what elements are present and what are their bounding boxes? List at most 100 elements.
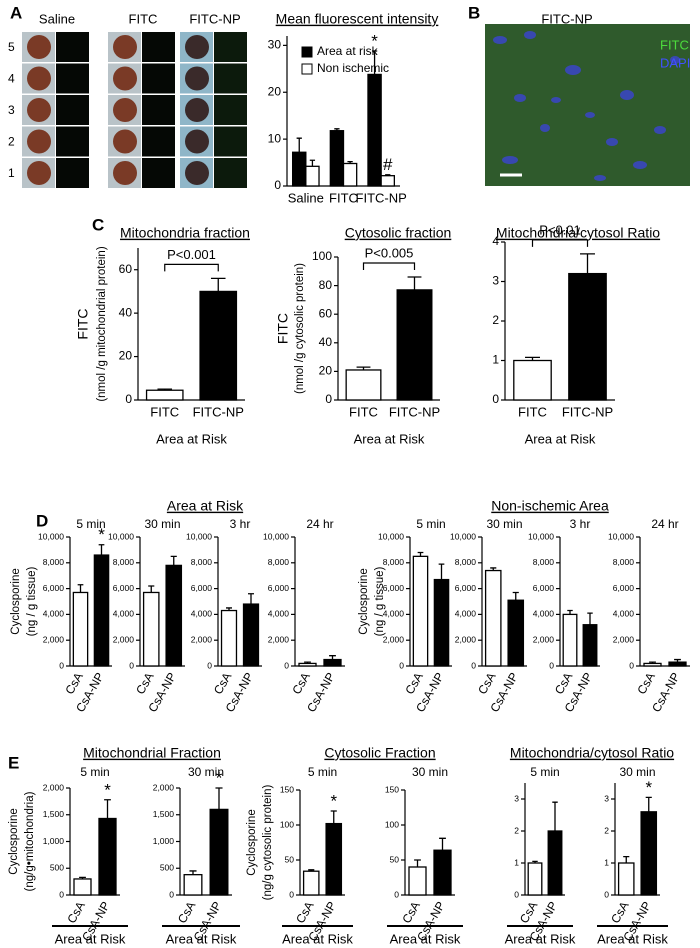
panel-label: E	[8, 753, 19, 772]
y-tick-label: 2,000	[43, 634, 65, 644]
heart	[185, 161, 209, 185]
chart-subtitle: 5 min	[530, 765, 559, 779]
y-tick-label: 1,500	[153, 809, 175, 819]
x-tick-label: FITC-NP	[193, 404, 244, 419]
chart-subtitle: 5 min	[308, 765, 337, 779]
y-tick-label: 4,000	[455, 609, 477, 619]
legend-label: Area at risk	[317, 44, 379, 58]
bar	[433, 849, 452, 896]
bar	[547, 830, 563, 896]
y-tick-label: 0	[169, 889, 174, 899]
x-tick-label: FITC-NP	[356, 190, 407, 205]
image-row-label: 1	[8, 166, 15, 180]
y-tick-label: 0	[471, 660, 476, 670]
y-tick-label: 20	[119, 349, 133, 363]
x-tick-label: FITC	[518, 404, 547, 419]
bar	[582, 624, 598, 667]
y-tick-label: 8,000	[533, 557, 555, 567]
heart	[185, 35, 209, 59]
y-tick-label: 0	[284, 660, 289, 670]
annotation: *	[330, 791, 337, 810]
y-tick-label: 8,000	[383, 557, 405, 567]
bar	[329, 130, 345, 187]
x-tick-label: CsA	[175, 899, 198, 926]
y-axis-label: (ng/g•mitochondria)	[24, 791, 36, 891]
y-tick-label: 6,000	[455, 583, 477, 593]
bar	[142, 591, 160, 667]
y-tick-label: 4,000	[613, 609, 635, 619]
annotation: *	[371, 31, 378, 50]
y-axis-label: Cyclosporine	[8, 808, 20, 874]
y-tick-label: 1	[492, 353, 499, 367]
error-bar	[157, 388, 173, 391]
bar	[242, 603, 260, 667]
y-tick-label: 4,000	[533, 609, 555, 619]
error-bar	[356, 366, 371, 370]
y-tick-label: 4,000	[383, 609, 405, 619]
error-bar	[308, 869, 315, 872]
y-tick-label: 0	[549, 660, 554, 670]
bar	[325, 822, 343, 896]
bar	[183, 874, 203, 896]
y-tick-label: 10,000	[450, 531, 476, 541]
y-tick-label: 2	[492, 313, 499, 327]
bar	[305, 165, 320, 187]
bar	[617, 862, 635, 896]
bar	[380, 175, 395, 187]
micrograph-legend: DAPI	[660, 55, 690, 70]
heart	[113, 129, 137, 154]
bar	[291, 151, 307, 187]
y-axis-label: (nmol /g cytosolic protein)	[294, 263, 306, 394]
x-tick-label: Saline	[288, 190, 324, 205]
chart-title: Mitochondria fraction	[120, 225, 250, 241]
y-axis-label: Cyclosporine	[358, 568, 370, 634]
y-tick-label: 1	[514, 857, 519, 867]
fluorescence-image	[142, 126, 175, 157]
bar	[396, 289, 433, 401]
chart-subtitle: 5 min	[80, 765, 109, 779]
panel-label: A	[10, 3, 22, 22]
fluorescence-image	[214, 32, 247, 62]
heart	[27, 161, 51, 185]
x-axis-label: Area at Risk	[282, 931, 353, 946]
error-bar	[334, 128, 340, 131]
y-tick-label: 20	[268, 84, 282, 98]
x-tick-label: CsA	[64, 899, 87, 926]
error-bar	[189, 870, 197, 875]
error-bar	[371, 50, 378, 75]
y-tick-label: 1	[604, 857, 609, 867]
error-bar	[417, 551, 424, 557]
annotation: *	[98, 525, 105, 544]
group-title: Non-ischemic Area	[491, 498, 609, 514]
y-tick-label: 2,000	[191, 634, 213, 644]
y-tick-label: 6,000	[383, 583, 405, 593]
heart	[27, 35, 51, 59]
bar	[342, 162, 358, 187]
bar	[345, 369, 382, 401]
y-tick-label: 4,000	[43, 609, 65, 619]
legend-label: Non ischemic	[317, 61, 389, 75]
bar	[209, 808, 229, 896]
y-tick-label: 0	[629, 660, 634, 670]
bar	[72, 591, 89, 667]
bar	[562, 613, 578, 667]
bar	[640, 811, 658, 896]
x-tick-label: FITC-NP	[389, 404, 440, 419]
bar	[643, 662, 662, 667]
y-axis-label: (nmol /g mitochondrial protein)	[96, 246, 108, 401]
image-column-label: FITC	[129, 11, 158, 26]
error-bar	[329, 655, 336, 660]
x-tick-label: FITC	[329, 190, 358, 205]
heart	[27, 66, 51, 91]
y-tick-label: 0	[129, 660, 134, 670]
y-tick-label: 8,000	[191, 557, 213, 567]
fluorescence-image	[56, 95, 89, 125]
error-bar	[296, 137, 302, 153]
error-bar	[98, 544, 105, 556]
annotation: *	[216, 768, 223, 787]
y-tick-label: 0	[399, 660, 404, 670]
y-tick-label: 8,000	[455, 557, 477, 567]
y-tick-label: 4	[492, 234, 499, 248]
x-tick-label: CsA	[634, 670, 657, 697]
